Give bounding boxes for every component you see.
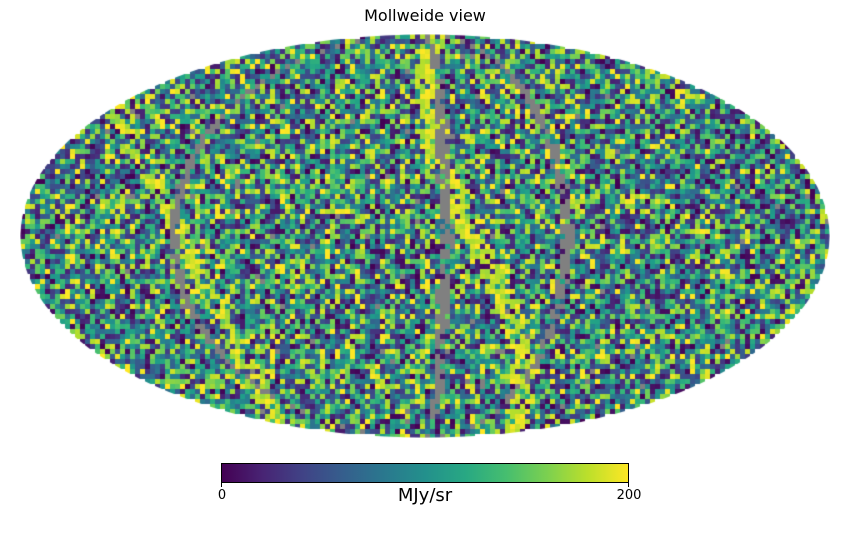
colorbar-tick-max: [628, 483, 629, 487]
colorbar-tick-min: [221, 483, 222, 487]
colorbar-unit-label: MJy/sr: [397, 485, 453, 506]
colorbar-max-label: 200: [616, 488, 642, 503]
colorbar-min-label: 0: [217, 488, 227, 503]
map-canvas: [20, 34, 830, 438]
chart-title: Mollweide view: [364, 6, 486, 25]
mollweide-map: [20, 34, 830, 438]
colorbar: [221, 463, 629, 483]
